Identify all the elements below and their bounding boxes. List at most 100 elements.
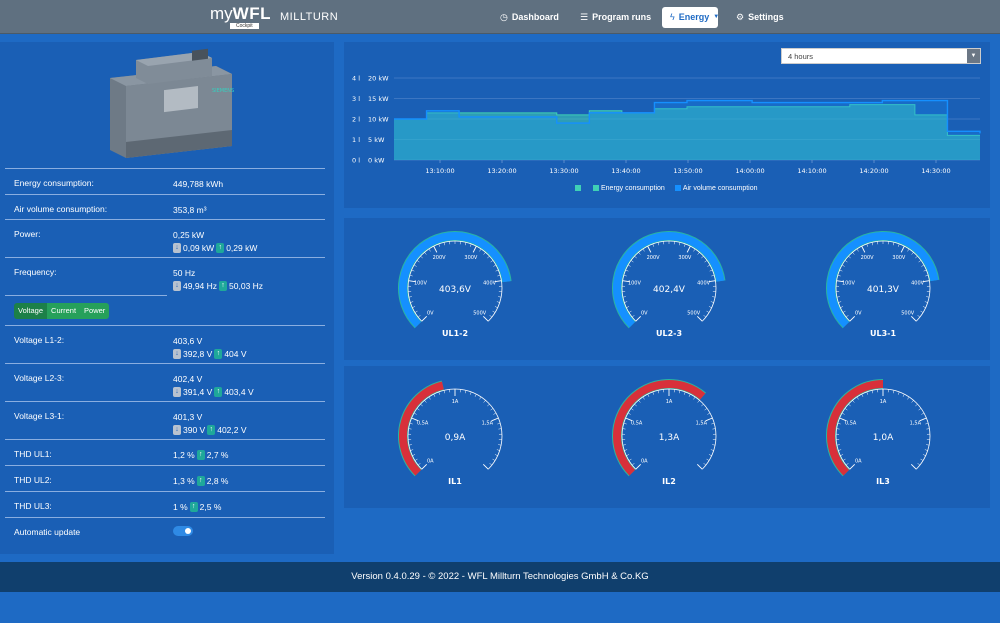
gauge-tick [491, 417, 499, 422]
logo-sub: Cockpit [230, 23, 259, 29]
y-left-tick-label: 3 l [352, 95, 360, 103]
max-arrow-icon: ↑ [189, 502, 198, 512]
gauge-tick [652, 243, 655, 247]
gauge-tick [693, 248, 696, 252]
gauge-tick [498, 296, 502, 298]
power-min: 0,09 kW [183, 243, 215, 253]
gauge-tick [866, 391, 869, 395]
frequency-min: 49,94 Hz [183, 281, 218, 291]
row-thd-ul1: THD UL1: 1,2 % ↑ 2,7 % [5, 439, 325, 465]
gauge-tick [841, 412, 845, 415]
gauge-tick [686, 245, 691, 253]
gauge-tick [696, 315, 703, 322]
gauge-tick [897, 243, 900, 247]
gauge-tick [638, 252, 641, 255]
max-arrow-icon: ↑ [196, 450, 205, 460]
gauge-tick [627, 412, 631, 415]
x-tick-label: 14:20:00 [859, 167, 888, 175]
gauge-tick [897, 391, 900, 395]
gauge-tick [494, 306, 498, 308]
gauge-tick [856, 396, 859, 400]
gauge-tick [428, 396, 431, 400]
gauge-tick [628, 310, 632, 313]
gauge-tick [647, 394, 650, 397]
nav-dashboard[interactable]: ◷ Dashboard [492, 7, 567, 28]
gauge-tick [624, 449, 628, 451]
gauge-tick [410, 301, 414, 303]
gauge-tick-label: 100V [842, 281, 856, 287]
gauge-tick [707, 264, 711, 267]
y-left-tick-label: 1 l [352, 136, 360, 144]
gauge-tick [634, 403, 637, 407]
row-thd-ul3: THD UL3: 1 % ↑ 2,5 % [5, 491, 325, 517]
gauge-tick [408, 280, 416, 283]
tab-power[interactable]: Power [80, 303, 110, 319]
gauge-tick [679, 242, 681, 246]
gauge-name-label: UL2-3 [656, 329, 682, 338]
gauge-tick-label: 500V [473, 311, 487, 317]
gauge-tick [408, 296, 412, 298]
gauge-value-arc [613, 232, 725, 328]
gauge-tick [634, 255, 637, 259]
nav-program-runs[interactable]: ☰ Program runs [572, 7, 659, 28]
legend-energy[interactable]: Energy consumption [593, 185, 665, 192]
power-value: 0,25 kW [173, 230, 205, 240]
gauge-tick [925, 423, 929, 425]
gauge-tick [841, 264, 845, 267]
gauge-tick [706, 458, 710, 461]
gauge-tick [631, 315, 635, 318]
gauge-tick [421, 463, 428, 470]
gauge-tick [498, 444, 502, 446]
gauge-tick [657, 242, 659, 246]
time-range-select[interactable]: 4 hours ▼ [781, 48, 981, 64]
gauge-tick-label: 1A [452, 399, 459, 405]
max-arrow-icon: ↑ [216, 243, 225, 253]
legend-blank[interactable] [575, 185, 583, 192]
gauge-value-label: 1,0A [873, 433, 894, 443]
gauge-tick [918, 260, 922, 263]
gauge-tick [683, 391, 686, 395]
gauge-tick [483, 400, 486, 403]
voltage-gauge-ul2-3: 0V 100V 200V 300V 400V 500V 402,4V UL2-3 [612, 231, 726, 338]
y-left-tick-label: 2 l [352, 116, 360, 124]
row-power: Power: 0,25 kW ↓ 0,09 kW ↑ 0,29 kW [5, 219, 325, 257]
voltage-l2-3-value: 402,4 V [173, 374, 203, 384]
gauge-tick [493, 412, 497, 415]
gauge-tick [635, 463, 642, 470]
gauge-tick [433, 245, 438, 253]
nav-settings[interactable]: ⚙ Settings [728, 7, 792, 28]
x-tick-label: 13:40:00 [611, 167, 640, 175]
gauge-tick [652, 391, 655, 395]
gauge-tick [836, 280, 844, 283]
min-arrow-icon: ↓ [173, 349, 181, 359]
gauge-tick [411, 417, 419, 422]
gauge-tick [919, 417, 927, 422]
gauge-tick-label: 500V [687, 311, 701, 317]
automatic-update-toggle[interactable] [173, 526, 193, 536]
tab-current[interactable]: Current [47, 303, 81, 319]
app-logo[interactable]: myWFL Cockpit [210, 4, 272, 29]
gauge-tick-label: 0,5A [631, 421, 643, 427]
legend-air[interactable]: Air volume consumption [674, 185, 758, 192]
gauge-tick [623, 423, 627, 425]
gauge-tick [921, 264, 925, 267]
gauge-tick [412, 306, 416, 308]
gauge-tick [497, 423, 501, 425]
gauge-tick-label: 200V [433, 255, 447, 261]
gauge-tick [627, 264, 631, 267]
gauge-tick [852, 252, 855, 255]
gauge-tick [420, 403, 423, 407]
gauge-tick-label: 400V [911, 281, 925, 287]
x-tick-label: 14:00:00 [735, 167, 764, 175]
gauge-name-label: IL2 [662, 477, 676, 486]
gauge-tick-label: 0V [427, 311, 434, 317]
gauge-tick [907, 248, 910, 252]
tab-voltage[interactable]: Voltage [14, 303, 48, 319]
thd-ul1-value: 1,2 % [173, 450, 195, 460]
nav-energy[interactable]: ϟ Energy ▼ [662, 7, 719, 28]
y-right-tick-label: 20 kW [368, 75, 389, 83]
gauge-tick [417, 315, 421, 318]
gauge-tick [438, 243, 441, 247]
gauge-tick [837, 275, 841, 277]
gauge-tick-label: 300V [464, 255, 478, 261]
